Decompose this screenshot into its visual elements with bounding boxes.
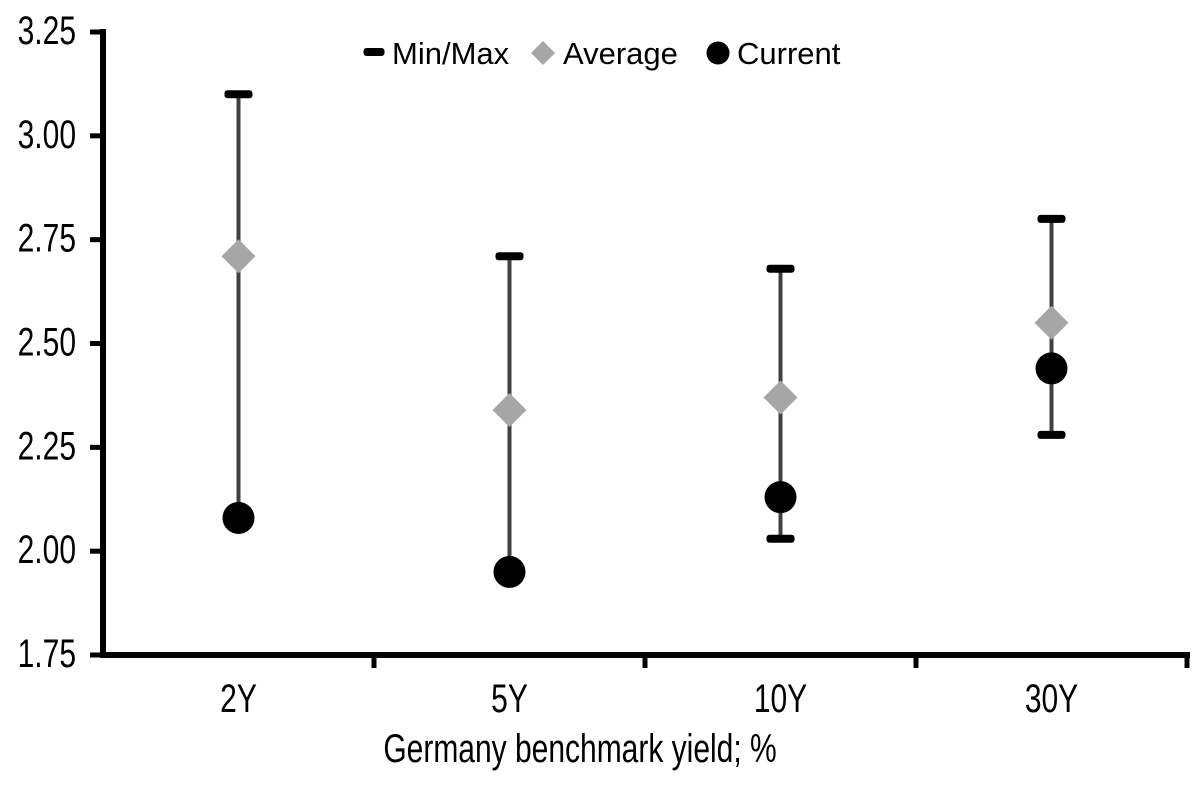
legend-average-diamond-icon — [531, 41, 555, 65]
y-tick-label: 2.75 — [18, 217, 76, 261]
min-cap — [1037, 430, 1066, 439]
average-diamond-marker — [221, 239, 256, 274]
y-tick-label: 2.50 — [18, 320, 76, 364]
average-diamond-marker — [1034, 305, 1069, 340]
x-tick-label: 10Y — [754, 677, 807, 721]
current-circle-marker — [1035, 352, 1068, 385]
legend-label: Current — [737, 36, 841, 71]
legend-current-circle-icon — [706, 41, 730, 65]
x-axis-title: Germany benchmark yield; % — [383, 727, 776, 771]
min-cap — [766, 534, 795, 543]
max-cap — [1037, 214, 1066, 223]
average-diamond-marker — [492, 392, 527, 427]
y-tick-label: 3.25 — [18, 9, 76, 53]
current-circle-marker — [222, 501, 255, 534]
max-cap — [224, 90, 253, 99]
x-tick-label: 2Y — [220, 677, 257, 721]
legend-label: Average — [563, 36, 678, 71]
max-cap — [766, 264, 795, 273]
y-tick-label: 3.00 — [18, 113, 76, 157]
current-circle-marker — [764, 481, 797, 514]
x-tick-label: 5Y — [491, 677, 528, 721]
y-tick-label: 2.00 — [18, 528, 76, 572]
current-circle-marker — [493, 555, 526, 588]
max-cap — [495, 252, 524, 261]
y-tick-label: 1.75 — [18, 632, 76, 676]
legend-label: Min/Max — [392, 36, 510, 71]
y-tick-label: 2.25 — [18, 424, 76, 468]
average-diamond-marker — [763, 380, 798, 415]
x-tick-label: 30Y — [1025, 677, 1078, 721]
legend-minmax-dash-icon — [363, 48, 385, 56]
